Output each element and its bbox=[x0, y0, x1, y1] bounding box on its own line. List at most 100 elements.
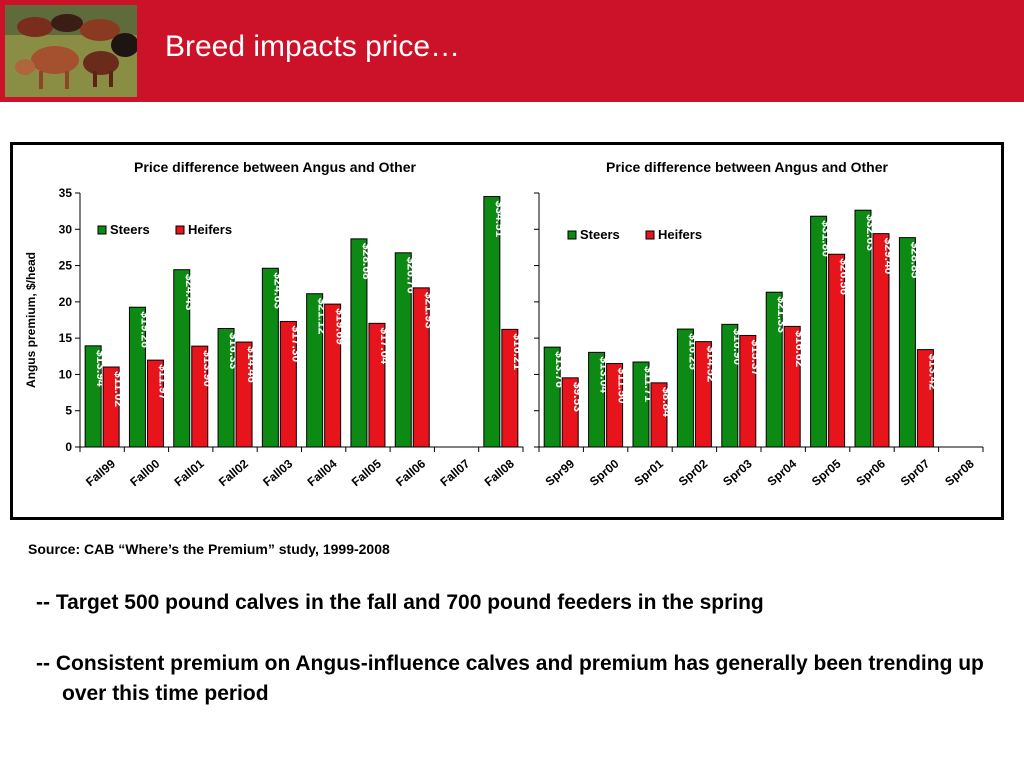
data-label: $19.26 bbox=[138, 311, 152, 348]
bar-heifers-spr03 bbox=[739, 334, 757, 448]
bar-steers-fall05 bbox=[350, 238, 368, 448]
x-tick-label: Fall00 bbox=[127, 456, 162, 489]
bar-steers-spr04 bbox=[765, 291, 783, 448]
y-tick-label: 30 bbox=[59, 222, 73, 236]
data-label: $26.76 bbox=[404, 257, 418, 294]
bar-steers-fall00 bbox=[128, 306, 146, 448]
data-label: $8.84 bbox=[660, 387, 674, 417]
bar-heifers-fall08 bbox=[501, 328, 519, 448]
bar-heifers-spr99 bbox=[561, 377, 579, 448]
bar-steers-spr00 bbox=[588, 351, 606, 448]
bar-steers-spr06 bbox=[854, 209, 872, 448]
data-label: $13.90 bbox=[201, 350, 215, 387]
bar-heifers-spr02 bbox=[694, 341, 712, 448]
bar-heifers-spr01 bbox=[650, 382, 668, 448]
legend-swatch-steers bbox=[567, 230, 577, 240]
bar-heifers-spr04 bbox=[783, 325, 801, 448]
bar-heifers-fall00 bbox=[146, 359, 164, 448]
bar-steers-fall03 bbox=[261, 267, 279, 448]
y-tick-label: 35 bbox=[59, 186, 73, 200]
data-label: $28.85 bbox=[908, 242, 922, 279]
x-tick-label: Fall99 bbox=[83, 456, 118, 489]
bar-heifers-fall03 bbox=[279, 320, 297, 448]
charts-canvas: Price difference between Angus and Other… bbox=[24, 159, 984, 489]
x-tick-label: Spr03 bbox=[720, 456, 755, 488]
bar-heifers-fall99 bbox=[102, 366, 120, 448]
bar-heifers-fall06 bbox=[412, 287, 430, 448]
slide-title: Breed impacts price… bbox=[165, 30, 461, 63]
x-tick-label: Spr99 bbox=[543, 456, 578, 488]
data-label: $24.43 bbox=[183, 274, 197, 311]
data-label: $17.04 bbox=[378, 327, 392, 364]
bar-steers-spr01 bbox=[632, 361, 650, 448]
data-label: $15.37 bbox=[749, 339, 763, 376]
x-tick-label: Fall03 bbox=[260, 456, 295, 489]
data-label: $14.46 bbox=[245, 346, 259, 383]
data-label: $13.42 bbox=[926, 354, 940, 391]
bar-steers-fall08 bbox=[483, 196, 501, 448]
data-label: $26.56 bbox=[838, 258, 852, 295]
bar-steers-fall99 bbox=[84, 345, 102, 448]
x-tick-label: Fall04 bbox=[305, 456, 340, 489]
chart-title: Price difference between Angus and Other bbox=[606, 159, 888, 175]
x-tick-label: Spr08 bbox=[942, 456, 977, 488]
bar-heifers-spr06 bbox=[872, 233, 890, 448]
data-label: $34.51 bbox=[493, 201, 507, 238]
legend-label-steers: Steers bbox=[580, 227, 620, 242]
bullet-point-1: -- Target 500 pound calves in the fall a… bbox=[36, 591, 764, 614]
y-tick-label: 15 bbox=[59, 331, 73, 345]
chart-frame: Price difference between Angus and Other… bbox=[10, 142, 1004, 520]
x-tick-label: Fall01 bbox=[172, 456, 207, 489]
data-label: $19.69 bbox=[334, 308, 348, 345]
data-label: $29.40 bbox=[882, 238, 896, 275]
y-axis-label: Angus premium, $/head bbox=[24, 252, 38, 388]
data-label: $9.53 bbox=[571, 382, 585, 412]
y-tick-label: 25 bbox=[59, 259, 73, 273]
source-note: Source: CAB “Where’s the Premium” study,… bbox=[28, 541, 390, 557]
data-label: $11.50 bbox=[616, 368, 630, 404]
y-tick-label: 20 bbox=[59, 295, 73, 309]
legend-label-heifers: Heifers bbox=[658, 227, 702, 242]
bar-steers-fall06 bbox=[394, 252, 412, 448]
data-label: $16.21 bbox=[511, 333, 525, 370]
x-tick-label: Spr05 bbox=[809, 456, 844, 488]
data-label: $21.93 bbox=[422, 292, 436, 329]
bar-heifers-fall04 bbox=[324, 303, 342, 448]
cattle-photo bbox=[5, 5, 137, 97]
bar-steers-fall02 bbox=[217, 327, 235, 448]
x-tick-label: Spr04 bbox=[765, 456, 800, 488]
bar-heifers-spr07 bbox=[916, 349, 934, 448]
x-tick-label: Fall08 bbox=[482, 456, 517, 489]
bar-heifers-fall02 bbox=[235, 341, 253, 448]
chart-1: Price difference between Angus and Other… bbox=[24, 159, 525, 489]
legend-swatch-heifers bbox=[175, 225, 185, 235]
bar-steers-fall04 bbox=[306, 293, 324, 448]
x-tick-label: Fall07 bbox=[437, 456, 472, 489]
bar-steers-spr05 bbox=[810, 215, 828, 448]
legend-swatch-heifers bbox=[645, 230, 655, 240]
y-tick-label: 10 bbox=[59, 367, 73, 381]
bar-heifers-fall01 bbox=[191, 345, 209, 448]
data-label: $28.68 bbox=[360, 243, 374, 280]
bar-steers-spr03 bbox=[721, 323, 739, 448]
data-label: $11.97 bbox=[156, 364, 170, 400]
x-tick-label: Spr02 bbox=[676, 456, 711, 488]
x-tick-label: Fall05 bbox=[349, 456, 384, 489]
x-tick-label: Spr07 bbox=[898, 456, 933, 488]
bar-steers-spr99 bbox=[543, 346, 561, 448]
data-label: $17.30 bbox=[289, 325, 303, 362]
y-tick-label: 5 bbox=[65, 404, 72, 418]
legend-label-heifers: Heifers bbox=[188, 222, 232, 237]
chart-title: Price difference between Angus and Other bbox=[134, 159, 416, 175]
x-tick-label: Spr00 bbox=[587, 456, 622, 488]
bar-heifers-spr05 bbox=[828, 253, 846, 448]
title-banner: Breed impacts price… bbox=[0, 0, 1024, 102]
bar-heifers-fall05 bbox=[368, 322, 386, 448]
bar-steers-spr07 bbox=[898, 237, 916, 448]
data-label: $16.62 bbox=[793, 330, 807, 367]
bullet-point-2: -- Consistent premium on Angus-influence… bbox=[36, 652, 984, 705]
bar-steers-fall01 bbox=[173, 269, 191, 448]
data-label: $31.80 bbox=[820, 220, 834, 257]
legend-label-steers: Steers bbox=[110, 222, 150, 237]
bar-steers-spr02 bbox=[676, 328, 694, 448]
